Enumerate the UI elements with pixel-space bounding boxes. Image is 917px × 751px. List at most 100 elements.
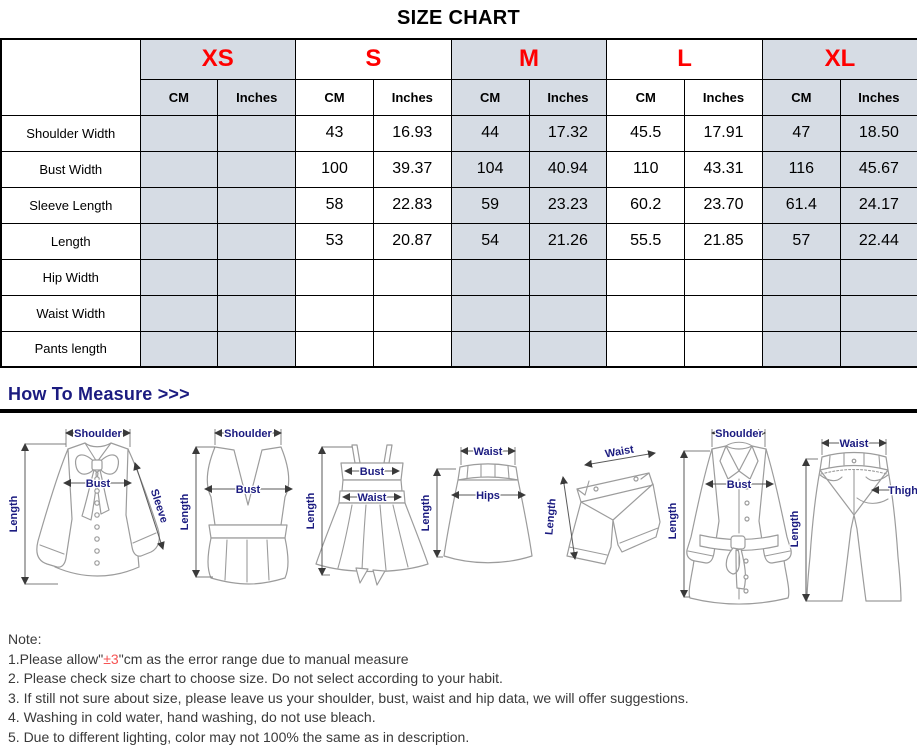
table-cell [606, 294, 686, 332]
table-cell [295, 258, 374, 296]
table-cell: 23.70 [684, 186, 763, 224]
blouse-shoulder-label: Shoulder [74, 428, 122, 440]
table-cell: 116 [761, 150, 841, 188]
table-cell: 22.44 [839, 222, 917, 260]
table-cell [761, 258, 841, 296]
table-cell [295, 294, 374, 332]
unit-header-cm: CM [139, 78, 219, 116]
table-cell [217, 330, 297, 368]
blouse-left-sleeve [36, 448, 73, 568]
dress-waist-label: Waist [358, 492, 387, 504]
skirt-length-label: Length [420, 494, 432, 531]
figure-blouse: Shoulder Length Bust Sleeve [7, 427, 171, 585]
size-table-body: Shoulder Width 43 16.93 44 17.32 45.5 17.91 47 1… [0, 114, 917, 368]
blouse-bust-label: Bust [86, 478, 111, 490]
table-cell [450, 330, 530, 368]
pants-waist-label: Waist [840, 438, 869, 450]
corner-cell [0, 38, 141, 116]
skirt-waist-label: Waist [474, 446, 503, 458]
shorts-right-leg [612, 483, 661, 553]
dress-skirt [315, 502, 429, 573]
table-cell: 45.67 [839, 150, 917, 188]
unit-header-cm: CM [450, 78, 530, 116]
row-label: Length [0, 222, 141, 260]
figure-coat: Shoulder Length Bust [666, 427, 792, 605]
table-cell: 21.85 [684, 222, 763, 260]
table-cell: 61.4 [761, 186, 841, 224]
table-cell [139, 258, 219, 296]
note-line-3: 3. If still not sure about size, please … [8, 689, 689, 706]
table-cell: 43.31 [684, 150, 763, 188]
tank-lower [207, 537, 289, 585]
table-cell [139, 186, 219, 224]
coat-shoulder-label: Shoulder [715, 428, 763, 440]
tank-shoulder-label: Shoulder [224, 428, 272, 440]
row-label: Pants length [0, 330, 141, 368]
unit-header-inches: Inches [217, 78, 297, 116]
table-row: Length 53 20.87 54 21.26 55.5 21.85 57 22.44 [0, 222, 917, 260]
table-row: Waist Width [0, 294, 917, 332]
table-cell: 43 [295, 114, 374, 152]
tank-length-label: Length [179, 493, 191, 530]
table-cell [450, 258, 530, 296]
table-cell: 24.17 [839, 186, 917, 224]
table-cell [528, 294, 608, 332]
table-cell [295, 330, 374, 368]
table-cell: 54 [450, 222, 530, 260]
unit-header-inches: Inches [839, 78, 917, 116]
pants-left-leg [806, 469, 855, 602]
table-cell [606, 258, 686, 296]
blouse-length-label: Length [8, 495, 20, 532]
table-cell [139, 330, 219, 368]
figure-strap-dress: Length Bust Waist [304, 444, 429, 586]
table-cell: 16.93 [372, 114, 452, 152]
table-cell [372, 294, 452, 332]
figure-skirt: Waist Hips Length [419, 445, 533, 564]
table-cell: 17.32 [528, 114, 608, 152]
size-header-xs: XS [139, 38, 297, 80]
size-header-s: S [295, 38, 452, 80]
table-row: Pants length [0, 330, 917, 368]
note-line-1: 1.Please allow"±3"cm as the error range … [8, 650, 409, 667]
table-cell: 23.23 [528, 186, 608, 224]
table-cell: 104 [450, 150, 530, 188]
table-cell: 110 [606, 150, 686, 188]
unit-header-cm: CM [606, 78, 686, 116]
table-cell: 45.5 [606, 114, 686, 152]
size-header-xl: XL [761, 38, 917, 80]
tank-torso [206, 446, 290, 526]
table-cell [139, 294, 219, 332]
how-to-measure-heading: How To Measure >>> [8, 384, 190, 404]
table-cell: 57 [761, 222, 841, 260]
table-row: Bust Width 100 39.37 104 40.94 110 43.31 116 45.… [0, 150, 917, 188]
pants-thigh-curve [856, 497, 889, 504]
coat-left-sleeve [686, 448, 720, 564]
dress-length-label: Length [305, 492, 317, 529]
note-line-5: 5. Due to different lighting, color may … [8, 728, 470, 745]
table-cell [217, 222, 297, 260]
table-cell [372, 330, 452, 368]
table-cell [217, 150, 297, 188]
unit-header-inches: Inches [372, 78, 452, 116]
size-header-m: M [450, 38, 608, 80]
note-line-4: 4. Washing in cold water, hand washing, … [8, 709, 376, 725]
coat-buttons [743, 484, 750, 594]
row-label: Waist Width [0, 294, 141, 332]
table-row: Hip Width [0, 258, 917, 296]
figure-pants: Waist Length Thigh [788, 437, 917, 602]
table-cell: 20.87 [372, 222, 452, 260]
page-title: SIZE CHART [397, 7, 520, 29]
table-cell [684, 294, 763, 332]
table-cell: 58 [295, 186, 374, 224]
tank-waist-band [208, 524, 288, 539]
coat-belt-tails [725, 547, 747, 590]
table-cell [684, 258, 763, 296]
table-cell: 47 [761, 114, 841, 152]
size-table: XS S M L XL CM Inches CM Inches CM Inches CM Inches C… [0, 38, 917, 368]
table-cell [217, 294, 297, 332]
table-cell [217, 114, 297, 152]
pants-pockets [819, 474, 889, 482]
table-cell [761, 294, 841, 332]
table-cell [139, 114, 219, 152]
